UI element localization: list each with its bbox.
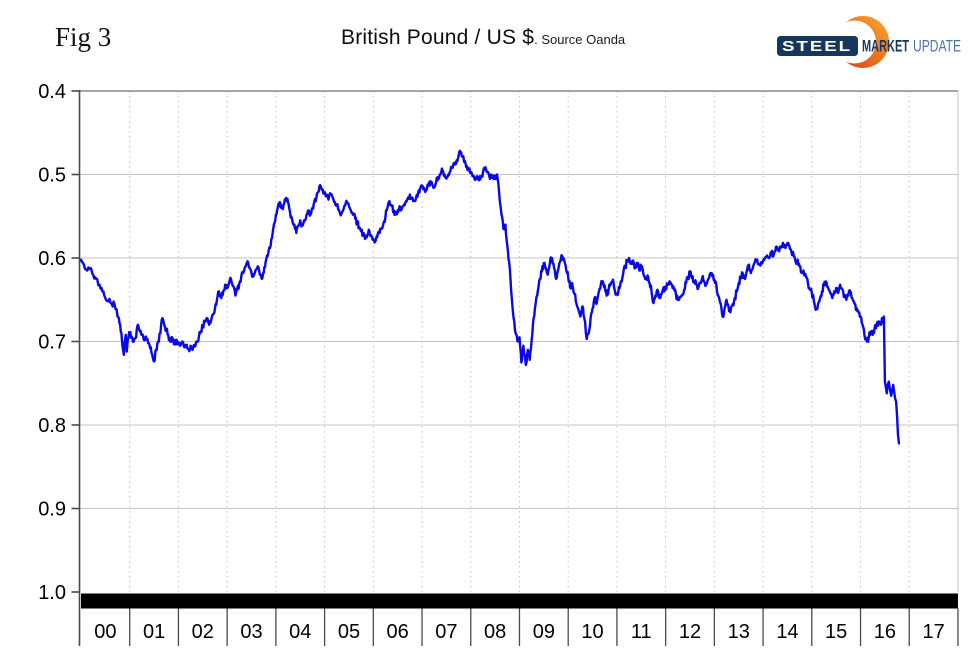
x-tick-label: 12 (679, 621, 701, 643)
x-tick-label: 06 (387, 621, 409, 643)
gridlines (79, 90, 959, 592)
y-tick-label: 0.6 (38, 248, 66, 270)
x-tick-label: 09 (533, 621, 555, 643)
y-tick-label: 0.9 (38, 499, 66, 521)
figure-label: Fig 3 (55, 22, 112, 52)
x-tick-label: 05 (338, 621, 360, 643)
baseline-bar (81, 593, 958, 609)
x-tick-label: 14 (776, 621, 798, 643)
x-tick-label: 01 (143, 621, 165, 643)
logo-market-text: MARKET (862, 38, 909, 56)
steel-market-update-logo: STEEL MARKET UPDATE (777, 16, 961, 68)
chart-title-suffix: . Source Oanda (534, 32, 626, 47)
y-tick-label: 1.0 (38, 582, 66, 604)
x-tick-label: 04 (289, 621, 311, 643)
x-tick-label: 16 (874, 621, 896, 643)
y-tick-label: 0.7 (38, 332, 66, 354)
logo-steel-text: STEEL (782, 38, 852, 55)
y-tick-label: 0.5 (38, 165, 66, 187)
x-tick-label: 00 (94, 621, 116, 643)
brand-logo: STEEL MARKET UPDATE (776, 15, 962, 71)
chart-title-block: British Pound / US $. Source Oanda (341, 26, 625, 50)
chart-title: British Pound / US $ (341, 26, 535, 49)
y-tick-label: 0.8 (38, 415, 66, 437)
x-tick-label: 02 (192, 621, 214, 643)
x-tick-label: 17 (922, 621, 944, 643)
price-line (79, 149, 901, 445)
x-tick-label: 13 (728, 621, 750, 643)
axes (71, 90, 959, 646)
x-tick-label: 11 (631, 621, 652, 643)
x-tick-label: 10 (581, 621, 603, 643)
x-tick-label: 03 (240, 621, 262, 643)
x-tick-label: 08 (484, 621, 506, 643)
logo-steel-badge: STEEL (777, 36, 858, 56)
logo-update-text: UPDATE (913, 38, 961, 56)
x-tick-label: 07 (435, 621, 457, 643)
gbp-usd-line (79, 149, 901, 445)
x-tick-label: 15 (825, 621, 847, 643)
y-tick-label: 0.4 (38, 81, 66, 103)
axis-labels: 0.4 0.5 0.6 0.7 0.8 0.9 1.0 00 01 02 03 04 05 06 07 08 0… (38, 81, 945, 643)
